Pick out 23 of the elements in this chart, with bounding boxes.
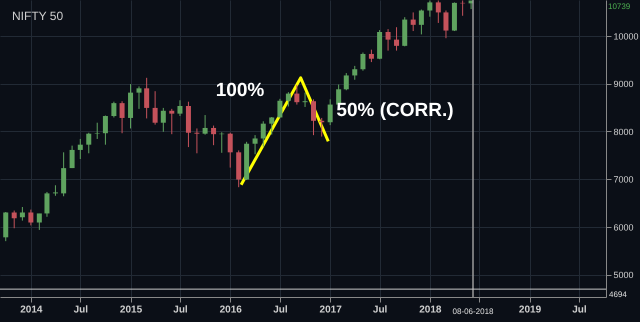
x-tick-label: 2019	[518, 304, 542, 316]
y-tick-label: 9000	[614, 79, 634, 90]
ref-line-label: 08-06-2018	[452, 307, 494, 316]
y-tick-label: 10000	[614, 31, 639, 42]
x-tick-label: 2014	[20, 304, 43, 316]
x-tick-label: Jul	[173, 304, 188, 316]
annotation: 100%	[216, 80, 264, 101]
x-tick-label: Jul	[74, 304, 88, 316]
text: 10739	[608, 2, 631, 11]
y-tick-label: 5000	[614, 270, 634, 280]
annotation: 50% (CORR.)	[336, 100, 454, 121]
text: NIFTY 50	[12, 9, 64, 23]
x-tick-label: 2016	[220, 304, 242, 316]
x-tick-label: 2015	[120, 304, 143, 316]
x-tick-label: Jul	[273, 304, 288, 316]
x-tick-label: Jul	[572, 304, 587, 316]
x-tick-label: 2017	[320, 304, 342, 316]
y-tick-label: 7000	[614, 174, 634, 185]
y-tick-label: 8000	[614, 126, 634, 137]
ref-line-label: 4694	[609, 290, 628, 300]
x-tick-label: Jul	[372, 304, 388, 316]
x-tick-label: 2018	[419, 304, 442, 316]
y-tick-label: 6000	[614, 222, 634, 232]
